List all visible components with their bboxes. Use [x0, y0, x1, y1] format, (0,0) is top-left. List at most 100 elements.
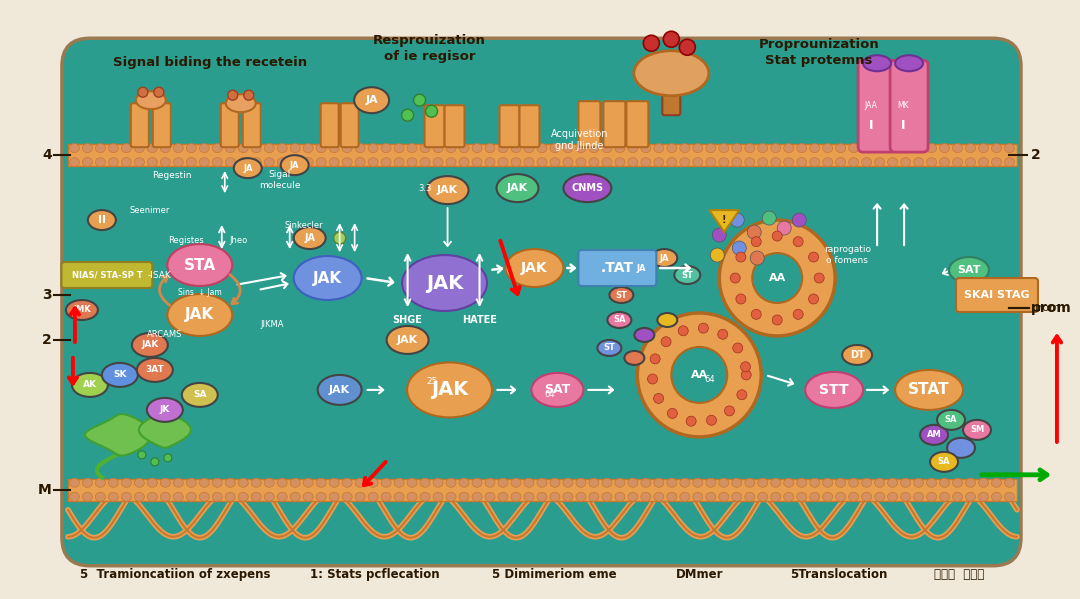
Ellipse shape: [132, 333, 167, 357]
Ellipse shape: [758, 479, 768, 488]
Ellipse shape: [167, 244, 232, 286]
Ellipse shape: [732, 479, 742, 488]
Text: JA: JA: [365, 95, 378, 105]
Ellipse shape: [239, 158, 248, 167]
Ellipse shape: [459, 492, 469, 501]
Ellipse shape: [550, 158, 559, 167]
Ellipse shape: [433, 158, 443, 167]
Ellipse shape: [692, 144, 703, 153]
Ellipse shape: [505, 249, 564, 287]
Ellipse shape: [940, 479, 949, 488]
Text: DT: DT: [850, 350, 864, 360]
Text: ST: ST: [681, 271, 693, 280]
Ellipse shape: [291, 479, 300, 488]
Ellipse shape: [69, 492, 80, 501]
Ellipse shape: [771, 479, 781, 488]
Circle shape: [741, 362, 751, 372]
Ellipse shape: [147, 158, 158, 167]
Ellipse shape: [1004, 492, 1014, 501]
Ellipse shape: [303, 158, 313, 167]
Text: JA: JA: [289, 161, 299, 170]
Ellipse shape: [187, 158, 197, 167]
Ellipse shape: [634, 328, 654, 342]
Text: Regestin: Regestin: [152, 171, 191, 180]
Ellipse shape: [108, 158, 119, 167]
Ellipse shape: [121, 158, 132, 167]
Ellipse shape: [472, 492, 482, 501]
Ellipse shape: [719, 158, 729, 167]
Ellipse shape: [875, 492, 885, 501]
Text: 3: 3: [42, 288, 52, 302]
Ellipse shape: [706, 144, 716, 153]
Ellipse shape: [82, 144, 93, 153]
Ellipse shape: [181, 383, 218, 407]
Ellipse shape: [666, 158, 677, 167]
Ellipse shape: [653, 492, 664, 501]
Ellipse shape: [758, 492, 768, 501]
Ellipse shape: [459, 479, 469, 488]
Ellipse shape: [265, 158, 274, 167]
Ellipse shape: [160, 492, 171, 501]
Ellipse shape: [160, 479, 171, 488]
Ellipse shape: [991, 479, 1001, 488]
FancyBboxPatch shape: [579, 101, 600, 147]
Ellipse shape: [160, 158, 171, 167]
Ellipse shape: [121, 144, 132, 153]
Ellipse shape: [930, 452, 958, 472]
Ellipse shape: [914, 158, 923, 167]
Ellipse shape: [849, 479, 859, 488]
Ellipse shape: [953, 492, 962, 501]
Ellipse shape: [940, 492, 949, 501]
Ellipse shape: [674, 266, 700, 284]
Circle shape: [644, 35, 659, 52]
Ellipse shape: [82, 158, 93, 167]
Text: SHGE: SHGE: [393, 315, 422, 325]
Ellipse shape: [381, 479, 391, 488]
Ellipse shape: [849, 158, 859, 167]
Ellipse shape: [692, 479, 703, 488]
Ellipse shape: [607, 312, 632, 328]
Ellipse shape: [640, 144, 651, 153]
Ellipse shape: [940, 158, 949, 167]
Ellipse shape: [1004, 144, 1014, 153]
Ellipse shape: [895, 370, 963, 410]
Ellipse shape: [901, 492, 910, 501]
Ellipse shape: [784, 158, 794, 167]
Ellipse shape: [355, 492, 365, 501]
Ellipse shape: [316, 492, 326, 501]
Ellipse shape: [213, 144, 222, 153]
Ellipse shape: [82, 479, 93, 488]
Ellipse shape: [524, 144, 534, 153]
Ellipse shape: [368, 144, 378, 153]
Text: 1: Stats pcflecation: 1: Stats pcflecation: [310, 568, 440, 581]
Ellipse shape: [978, 492, 988, 501]
Circle shape: [772, 315, 782, 325]
Ellipse shape: [472, 158, 482, 167]
Ellipse shape: [407, 144, 417, 153]
Bar: [68, 144, 1017, 166]
Text: Sinkecler: Sinkecler: [285, 220, 323, 229]
Ellipse shape: [666, 144, 677, 153]
Text: AK: AK: [83, 380, 97, 389]
Text: AA: AA: [691, 370, 707, 380]
Ellipse shape: [863, 55, 891, 71]
Text: M: M: [38, 483, 52, 497]
Text: .TAT: .TAT: [600, 261, 634, 275]
FancyBboxPatch shape: [153, 103, 171, 147]
Ellipse shape: [108, 492, 119, 501]
Ellipse shape: [875, 144, 885, 153]
Ellipse shape: [589, 479, 599, 488]
Text: HATEE: HATEE: [462, 315, 497, 325]
Ellipse shape: [550, 144, 559, 153]
Circle shape: [679, 40, 696, 55]
Ellipse shape: [459, 158, 469, 167]
Ellipse shape: [316, 158, 326, 167]
FancyBboxPatch shape: [499, 105, 519, 147]
Ellipse shape: [862, 492, 872, 501]
Ellipse shape: [784, 479, 794, 488]
Ellipse shape: [537, 479, 546, 488]
Ellipse shape: [810, 492, 820, 501]
Ellipse shape: [937, 410, 966, 430]
Ellipse shape: [355, 158, 365, 167]
Text: DMmer: DMmer: [676, 568, 723, 581]
